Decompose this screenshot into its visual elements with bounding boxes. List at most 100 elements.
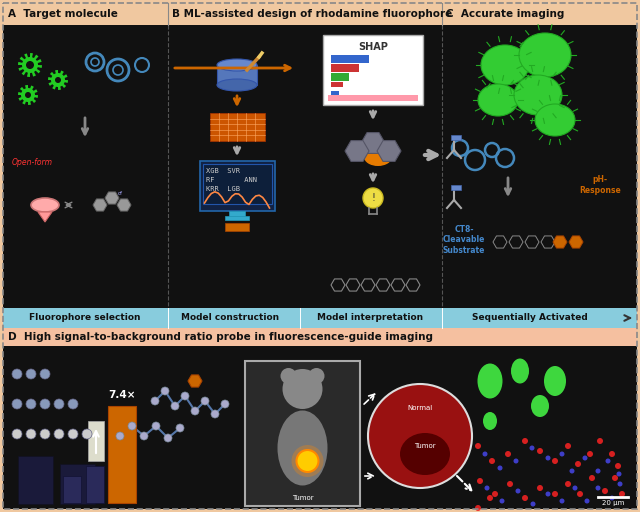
Polygon shape bbox=[345, 141, 369, 161]
Circle shape bbox=[522, 438, 528, 444]
Circle shape bbox=[26, 399, 36, 409]
Circle shape bbox=[537, 448, 543, 454]
Bar bbox=[323, 35, 423, 105]
Circle shape bbox=[570, 468, 575, 474]
Polygon shape bbox=[48, 70, 68, 90]
Circle shape bbox=[559, 452, 564, 457]
Ellipse shape bbox=[535, 104, 575, 136]
Polygon shape bbox=[377, 141, 401, 161]
Bar bbox=[3, 3, 637, 25]
Circle shape bbox=[499, 499, 504, 503]
Circle shape bbox=[552, 491, 558, 497]
Bar bbox=[328, 95, 418, 101]
Text: XGB  SVR: XGB SVR bbox=[205, 168, 239, 174]
Bar bbox=[331, 91, 339, 96]
Circle shape bbox=[128, 422, 136, 430]
Bar bbox=[88, 421, 104, 461]
Circle shape bbox=[531, 501, 536, 506]
Bar bbox=[3, 346, 637, 509]
Ellipse shape bbox=[511, 358, 529, 383]
Text: Open-form: Open-form bbox=[12, 158, 53, 167]
Circle shape bbox=[584, 499, 589, 503]
Bar bbox=[3, 25, 637, 308]
Circle shape bbox=[492, 491, 498, 497]
Circle shape bbox=[565, 481, 571, 487]
Circle shape bbox=[609, 496, 614, 501]
Bar bbox=[86, 466, 104, 503]
Bar bbox=[3, 308, 637, 328]
Text: Tumor: Tumor bbox=[414, 443, 436, 449]
Ellipse shape bbox=[519, 33, 571, 77]
Circle shape bbox=[296, 450, 319, 472]
Circle shape bbox=[545, 492, 550, 497]
Polygon shape bbox=[553, 236, 567, 248]
Circle shape bbox=[616, 472, 621, 477]
Circle shape bbox=[176, 424, 184, 432]
Ellipse shape bbox=[483, 412, 497, 430]
Text: Model construction: Model construction bbox=[181, 313, 279, 323]
Circle shape bbox=[597, 438, 603, 444]
Circle shape bbox=[577, 491, 583, 497]
Text: Model interpretation: Model interpretation bbox=[317, 313, 423, 323]
Circle shape bbox=[55, 77, 61, 83]
Circle shape bbox=[140, 432, 148, 440]
Ellipse shape bbox=[481, 45, 529, 85]
Bar bbox=[451, 135, 461, 140]
Circle shape bbox=[54, 399, 64, 409]
Circle shape bbox=[26, 61, 34, 69]
Circle shape bbox=[587, 451, 593, 457]
Text: 20 μm: 20 μm bbox=[602, 500, 624, 506]
Circle shape bbox=[615, 463, 621, 469]
Text: !: ! bbox=[371, 193, 375, 203]
Circle shape bbox=[595, 485, 600, 490]
Text: CT8-
Cleavable
Substrate: CT8- Cleavable Substrate bbox=[443, 225, 485, 255]
Circle shape bbox=[151, 397, 159, 405]
Circle shape bbox=[68, 399, 78, 409]
Bar bbox=[63, 476, 81, 503]
Circle shape bbox=[487, 495, 493, 501]
Ellipse shape bbox=[278, 411, 328, 485]
Circle shape bbox=[161, 387, 169, 395]
Circle shape bbox=[619, 491, 625, 497]
Circle shape bbox=[513, 459, 518, 463]
Circle shape bbox=[475, 505, 481, 511]
Circle shape bbox=[12, 369, 22, 379]
Bar bbox=[225, 223, 249, 231]
Circle shape bbox=[515, 488, 520, 494]
Circle shape bbox=[191, 407, 199, 415]
Circle shape bbox=[529, 445, 534, 451]
Circle shape bbox=[40, 369, 50, 379]
Text: D  High signal-to-background ratio probe in fluorescence-guide imaging: D High signal-to-background ratio probe … bbox=[8, 332, 433, 342]
Polygon shape bbox=[105, 192, 119, 204]
Text: cf: cf bbox=[118, 191, 123, 196]
Bar bbox=[202, 164, 271, 204]
Bar bbox=[209, 113, 264, 141]
Circle shape bbox=[368, 384, 472, 488]
Circle shape bbox=[25, 92, 31, 98]
Circle shape bbox=[582, 456, 588, 460]
Circle shape bbox=[40, 399, 50, 409]
Circle shape bbox=[221, 400, 229, 408]
Circle shape bbox=[181, 392, 189, 400]
Circle shape bbox=[152, 422, 160, 430]
Circle shape bbox=[605, 459, 611, 463]
Circle shape bbox=[497, 465, 502, 471]
Circle shape bbox=[545, 456, 550, 460]
Bar bbox=[217, 65, 257, 85]
Circle shape bbox=[483, 452, 488, 457]
Circle shape bbox=[595, 468, 600, 474]
Bar bbox=[229, 211, 245, 216]
Bar bbox=[108, 406, 136, 503]
Circle shape bbox=[116, 432, 124, 440]
Circle shape bbox=[12, 429, 22, 439]
Circle shape bbox=[291, 445, 323, 477]
Circle shape bbox=[537, 485, 543, 491]
Circle shape bbox=[26, 429, 36, 439]
Text: Normal: Normal bbox=[408, 405, 433, 411]
Circle shape bbox=[164, 434, 172, 442]
Circle shape bbox=[484, 485, 490, 490]
Ellipse shape bbox=[531, 395, 549, 417]
Circle shape bbox=[489, 458, 495, 464]
Text: RF       ANN: RF ANN bbox=[205, 177, 257, 183]
Polygon shape bbox=[188, 375, 202, 387]
